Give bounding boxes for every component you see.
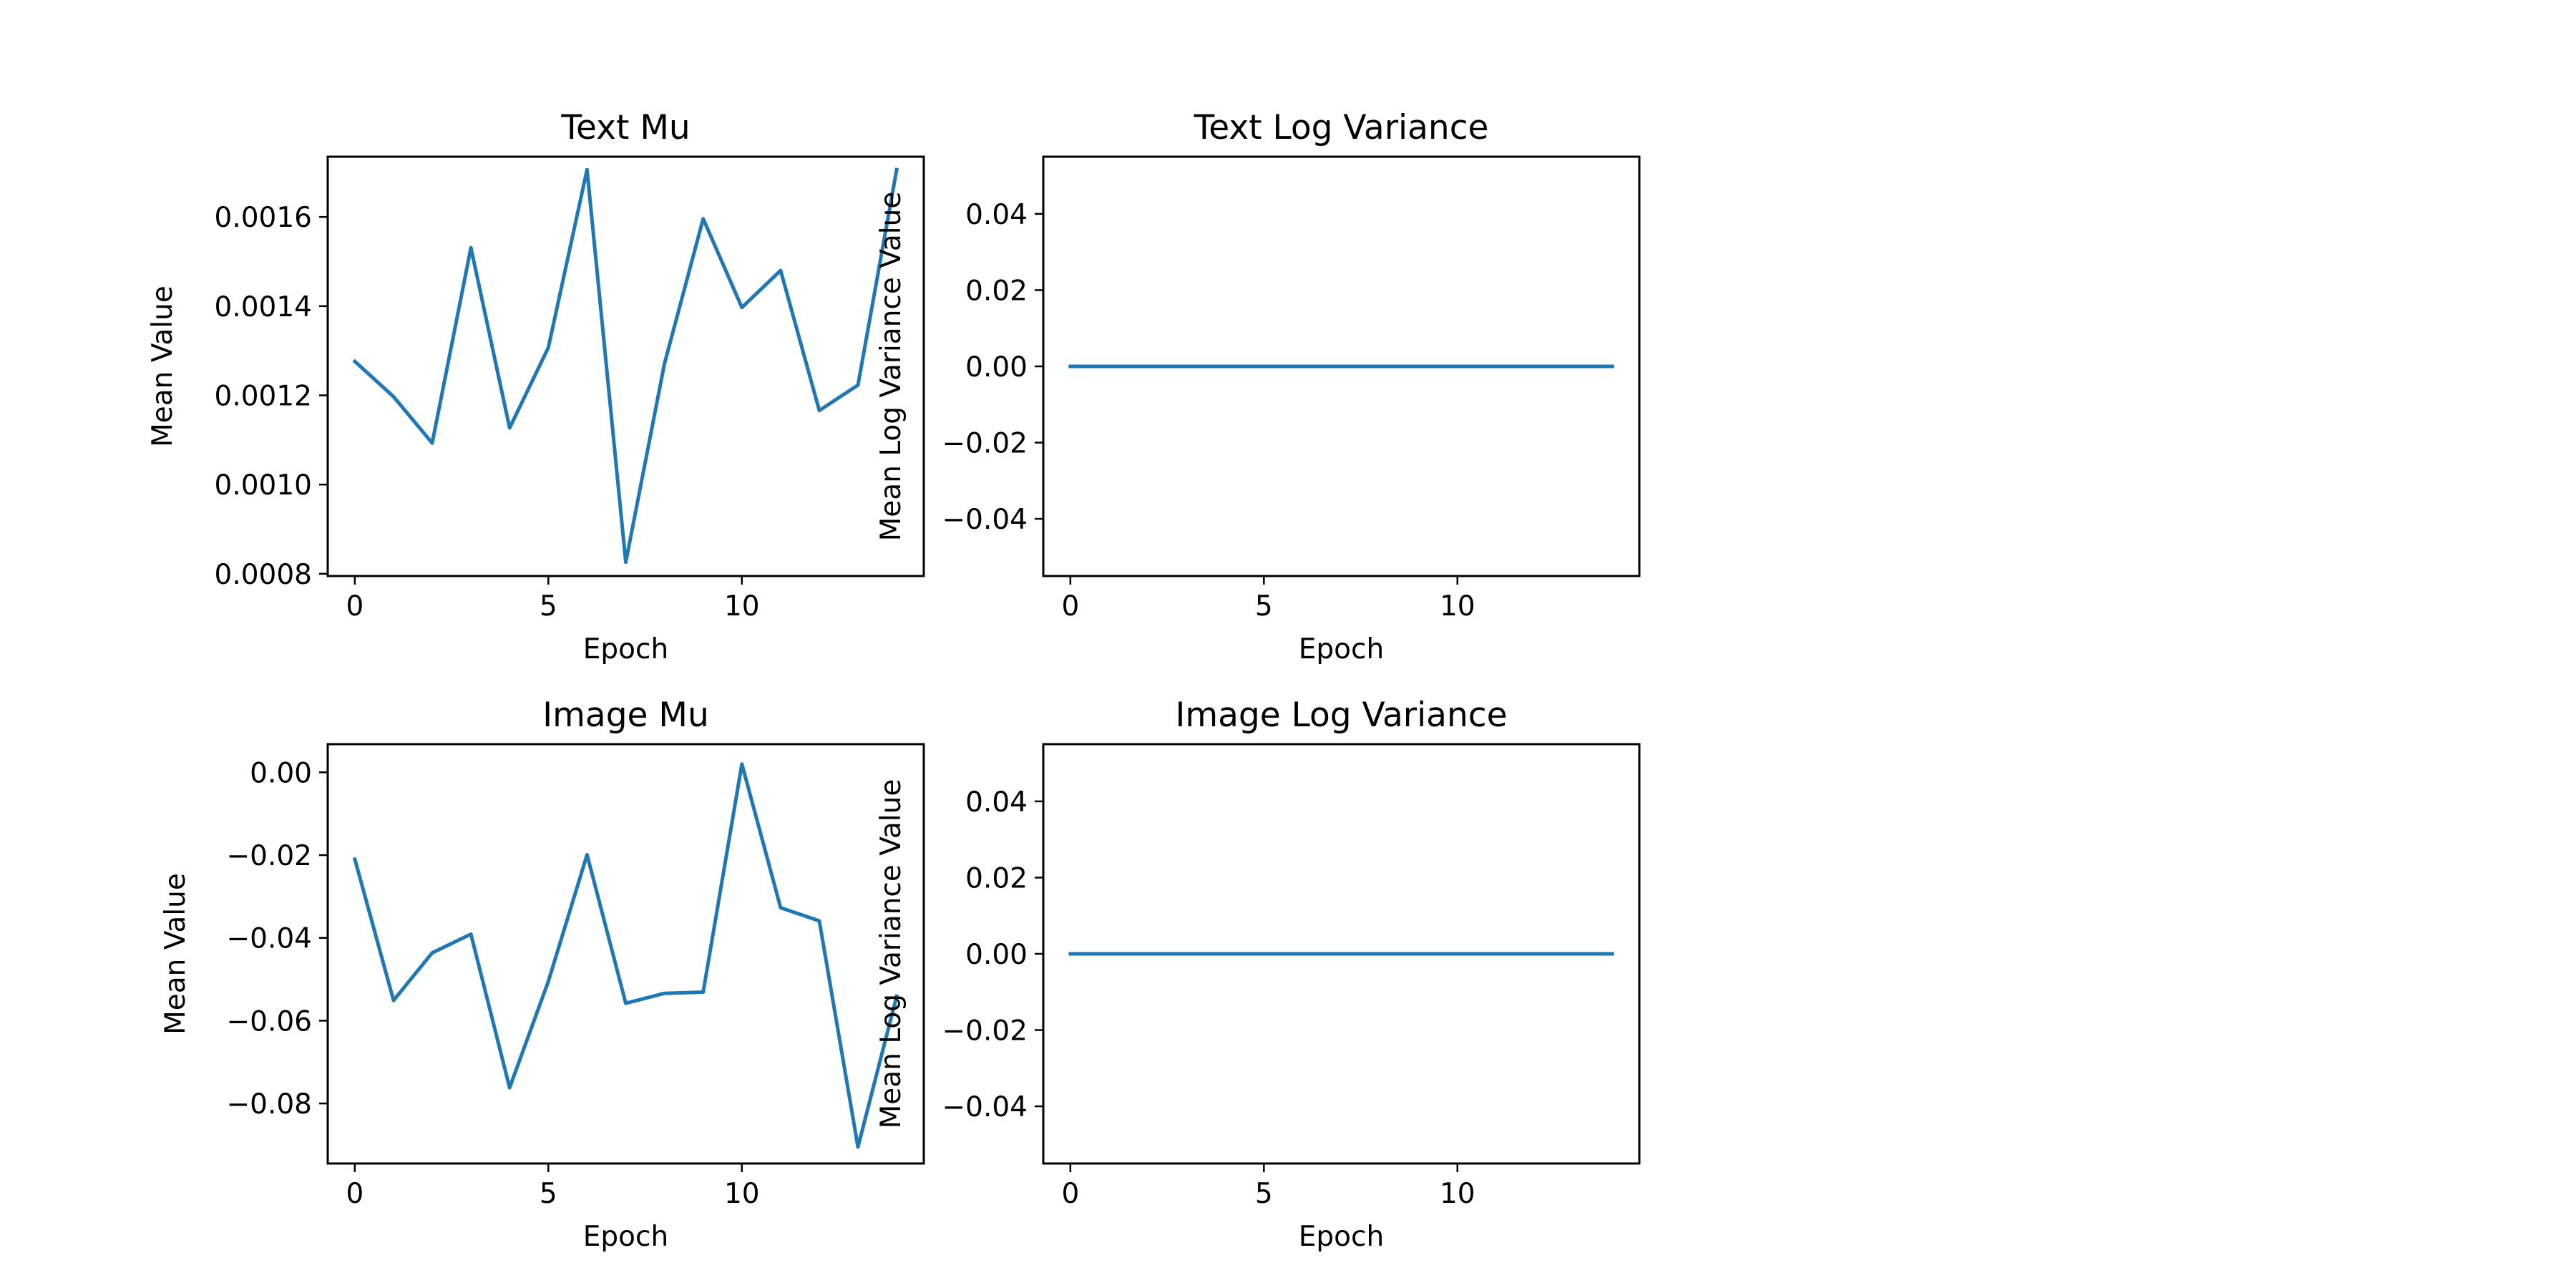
chart-title: Image Log Variance <box>1175 696 1507 735</box>
x-axis-label: Epoch <box>1299 633 1384 665</box>
y-tick-label: −0.02 <box>226 840 312 872</box>
y-tick-label: 0.0016 <box>215 202 312 234</box>
y-tick-label: −0.04 <box>942 504 1028 536</box>
y-tick-label: −0.04 <box>942 1091 1028 1123</box>
y-tick-label: 0.00 <box>250 757 312 789</box>
x-axis-label: Epoch <box>1299 1221 1384 1253</box>
chart-title: Text Log Variance <box>1194 108 1489 147</box>
x-tick-label: 0 <box>1061 1178 1079 1210</box>
x-tick-label: 0 <box>1061 590 1079 623</box>
x-tick-label: 5 <box>1255 1178 1273 1210</box>
y-tick-label: 0.00 <box>965 939 1028 971</box>
y-tick-label: −0.08 <box>226 1088 312 1121</box>
x-tick-label: 5 <box>540 1178 557 1210</box>
x-tick-label: 10 <box>724 590 760 623</box>
y-tick-label: 0.00 <box>965 351 1028 384</box>
y-tick-label: 0.02 <box>965 275 1028 307</box>
subplot-3: 0 5 10 −0.08 −0.06 −0.04 −0.02 0.00 Image Mu Epoc… <box>160 696 925 1253</box>
x-tick-label: 10 <box>1440 1178 1475 1210</box>
x-tick-label: 5 <box>1255 590 1273 623</box>
y-axis-label: Mean Value <box>147 286 179 447</box>
subplot-1: 0 5 10 0.0008 0.0010 0.0012 0.0014 0.0016 Text M… <box>147 108 925 665</box>
x-tick-label: 0 <box>346 590 364 623</box>
y-tick-label: 0.0012 <box>215 381 312 413</box>
y-tick-label: 0.04 <box>965 786 1028 819</box>
y-tick-label: 0.0010 <box>215 469 312 502</box>
y-tick-label: 0.04 <box>965 199 1028 231</box>
y-tick-label: −0.02 <box>942 428 1028 460</box>
y-tick-label: −0.02 <box>942 1015 1028 1048</box>
y-axis-label: Mean Log Variance Value <box>875 192 907 542</box>
subplot-4: 0 5 10 −0.04 −0.02 0.00 0.02 0.04 Image Log Vari… <box>875 696 1641 1253</box>
x-tick-label: 10 <box>1440 590 1475 623</box>
y-tick-label: −0.04 <box>226 923 312 955</box>
x-axis-label: Epoch <box>583 633 668 665</box>
chart-title: Image Mu <box>542 696 708 735</box>
chart-title: Text Mu <box>560 108 690 147</box>
axes-frame <box>326 155 925 577</box>
y-axis-label: Mean Value <box>160 873 192 1035</box>
axes-frame <box>326 743 925 1165</box>
x-tick-label: 0 <box>346 1178 364 1210</box>
y-tick-label: −0.06 <box>226 1005 312 1038</box>
x-tick-label: 5 <box>540 590 557 623</box>
y-tick-label: 0.0014 <box>215 291 312 323</box>
y-tick-label: 0.02 <box>965 862 1028 894</box>
series-line <box>352 762 899 1149</box>
series-line <box>352 167 899 565</box>
subplot-2: 0 5 10 −0.04 −0.02 0.00 0.02 0.04 Text Log Varia… <box>875 108 1641 665</box>
y-axis-label: Mean Log Variance Value <box>875 779 907 1129</box>
y-tick-label: 0.0008 <box>215 559 312 591</box>
x-tick-label: 10 <box>724 1178 760 1210</box>
x-axis-label: Epoch <box>583 1221 668 1253</box>
